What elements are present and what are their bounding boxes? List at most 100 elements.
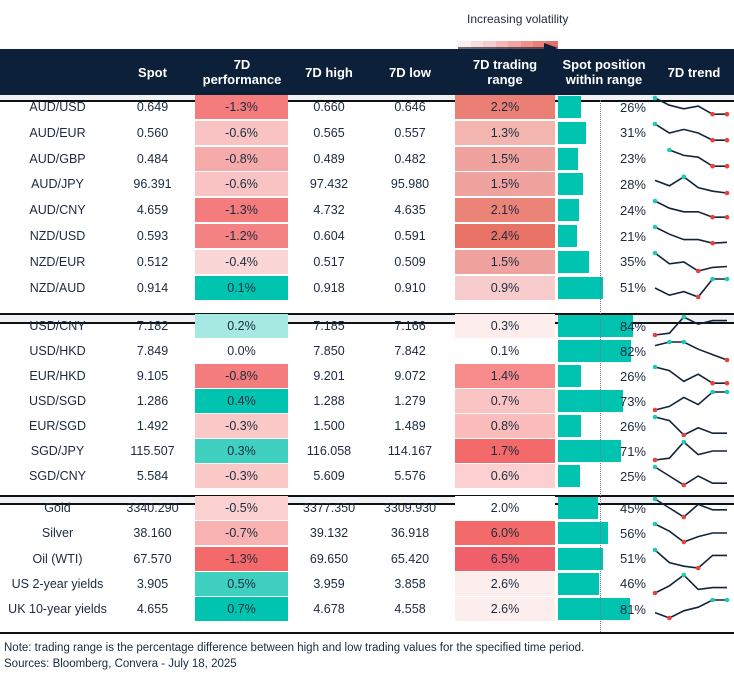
low-value: 0.509 xyxy=(394,254,426,269)
header-spot: Spot xyxy=(138,64,167,80)
trend-line xyxy=(654,316,727,336)
performance-cell: -0.3% xyxy=(195,414,288,438)
position-value: 84% xyxy=(619,318,646,334)
table-row: SGD/CNY 5.584 -0.3% 5.609 5.576 0.6% 25% xyxy=(0,464,734,489)
table-row: USD/HKD 7.849 0.0% 7.850 7.842 0.1% 82% xyxy=(0,339,734,364)
separator-rule xyxy=(0,495,734,497)
high-value: 0.517 xyxy=(313,254,345,269)
spot-value: 0.914 xyxy=(136,280,169,295)
trend-low-marker xyxy=(710,137,715,143)
high-value: 1.288 xyxy=(313,394,345,408)
trend-high-marker xyxy=(681,572,687,578)
trend-sparkline xyxy=(652,389,730,413)
trend-low-marker xyxy=(652,590,658,596)
table-row: NZD/EUR 0.512 -0.4% 0.517 0.509 1.5% 35% xyxy=(0,249,734,275)
trend-line xyxy=(654,416,727,436)
performance-cell: -0.4% xyxy=(195,249,288,274)
spot-value: 96.391 xyxy=(133,177,172,192)
low-value: 4.635 xyxy=(394,203,426,218)
trend-sparkline xyxy=(652,198,730,220)
low-value: 114.167 xyxy=(387,444,433,458)
spot-value: 4.655 xyxy=(136,602,169,617)
trend-low-marker xyxy=(695,565,701,570)
trend-high-marker xyxy=(724,389,730,395)
trend-low-marker xyxy=(681,514,687,520)
high-value: 7.185 xyxy=(313,319,345,333)
performance-cell: -0.5% xyxy=(195,496,288,520)
spot-value: 0.649 xyxy=(136,100,169,114)
trend-low-marker xyxy=(724,163,730,169)
position-value: 26% xyxy=(619,99,646,115)
high-value: 9.201 xyxy=(313,369,345,383)
trend-low-marker xyxy=(652,332,658,338)
trading-range-cell: 2.2% xyxy=(455,95,555,119)
position-bar xyxy=(558,547,604,570)
pair-name: SGD/CNY xyxy=(29,469,86,483)
pair-name: NZD/AUD xyxy=(29,280,86,295)
trend-line xyxy=(654,277,727,298)
trend-sparkline xyxy=(652,414,727,438)
position-value: 56% xyxy=(619,525,646,541)
position-bar xyxy=(558,315,633,337)
trend-high-marker xyxy=(681,174,687,180)
trend-low-marker xyxy=(710,163,715,169)
table-row: EUR/SGD 1.492 -0.3% 1.500 1.489 0.8% 26% xyxy=(0,414,734,439)
spot-value: 1.492 xyxy=(136,419,169,433)
pair-name: AUD/EUR xyxy=(29,125,86,140)
table-row: US 2-year yields 3.905 0.5% 3.959 3.858 2.6% 4… xyxy=(0,571,734,597)
high-value: 7.850 xyxy=(313,344,345,358)
trend-high-marker xyxy=(652,364,658,370)
trend-line xyxy=(654,226,728,245)
table-row: Silver 38.160 -0.7% 39.132 36.918 6.0% 56% xyxy=(0,521,734,546)
high-value: 97.432 xyxy=(309,177,349,192)
position-bar xyxy=(558,199,580,222)
trend-line xyxy=(654,599,727,620)
performance-cell: -1.3% xyxy=(195,546,288,571)
trend-high-marker xyxy=(724,276,730,281)
spot-value: 7.182 xyxy=(136,319,169,333)
position-bar xyxy=(558,522,608,545)
trend-sparkline xyxy=(652,250,728,274)
trend-high-marker xyxy=(652,198,658,204)
spot-value: 0.560 xyxy=(136,125,169,140)
low-value: 0.482 xyxy=(394,151,426,166)
performance-cell: -0.7% xyxy=(195,521,288,546)
trend-sparkline xyxy=(652,224,728,246)
trend-line xyxy=(654,573,727,594)
position-value: 46% xyxy=(619,576,646,592)
trend-line xyxy=(654,366,727,384)
spot-value: 0.593 xyxy=(136,229,169,243)
pair-name: USD/SGD xyxy=(29,394,86,408)
trend-low-marker xyxy=(724,380,730,386)
pair-name: EUR/SGD xyxy=(29,419,86,433)
low-value: 95.980 xyxy=(390,177,430,192)
table-row: AUD/USD 0.649 -1.3% 0.660 0.646 2.2% 26% xyxy=(0,95,734,120)
spot-value: 0.512 xyxy=(136,254,169,269)
pair-name: Gold xyxy=(44,501,71,515)
trend-sparkline xyxy=(652,572,727,596)
trend-sparkline xyxy=(652,364,730,386)
trend-high-marker xyxy=(652,521,658,527)
position-value: 45% xyxy=(619,500,646,516)
trend-low-marker xyxy=(710,111,715,117)
performance-cell: -1.3% xyxy=(195,95,288,119)
trading-range-cell: 2.0% xyxy=(455,496,555,520)
pair-name: SGD/JPY xyxy=(30,444,85,458)
position-value: 21% xyxy=(619,228,646,244)
pair-name: Silver xyxy=(41,526,74,541)
position-bar xyxy=(558,340,631,362)
trading-range-cell: 0.1% xyxy=(455,339,555,363)
footer-sources: Sources: Bloomberg, Convera - July 18, 2… xyxy=(4,658,237,670)
header-performance: 7D performance xyxy=(202,57,282,87)
low-value: 5.576 xyxy=(394,469,426,483)
position-bar xyxy=(558,96,582,118)
header-trend: 7D trend xyxy=(667,64,721,80)
trend-sparkline xyxy=(654,597,730,621)
trend-line xyxy=(654,466,727,486)
trend-sparkline xyxy=(654,276,730,299)
position-bar xyxy=(558,465,581,487)
high-value: 5.609 xyxy=(313,469,345,483)
low-value: 0.910 xyxy=(394,280,426,295)
trading-range-cell: 1.5% xyxy=(455,172,555,197)
pair-name: NZD/USD xyxy=(29,229,86,243)
